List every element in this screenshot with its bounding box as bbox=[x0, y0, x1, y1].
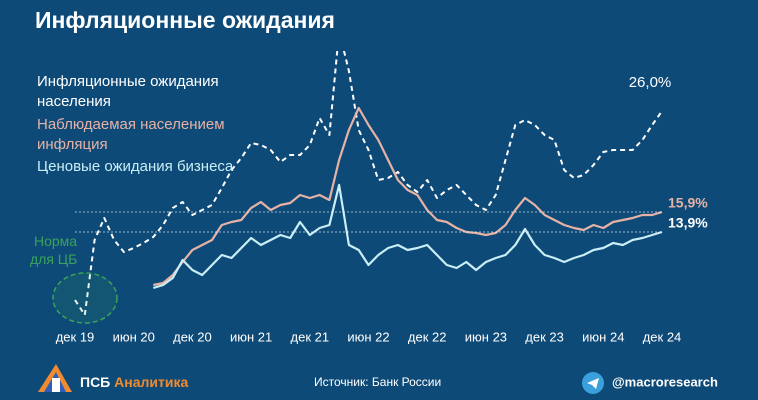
x-tick-label: дек 22 bbox=[408, 329, 447, 344]
brand-suffix: Аналитика bbox=[114, 374, 188, 390]
x-tick-label: дек 20 bbox=[173, 329, 212, 344]
legend-entry: Ценовые ожидания бизнеса bbox=[37, 158, 234, 175]
annotation-line: для ЦБ bbox=[30, 251, 77, 267]
x-tick-label: июн 24 bbox=[582, 329, 624, 344]
annotation: Норма для ЦБ bbox=[30, 233, 77, 267]
x-tick-label: дек 19 bbox=[56, 329, 95, 344]
target-ellipse bbox=[52, 272, 118, 324]
value-label: 15,9% bbox=[668, 195, 708, 211]
legend-entry: Наблюдаемая населением инфляция bbox=[37, 116, 225, 153]
logo bbox=[38, 364, 72, 392]
x-tick-label: июн 20 bbox=[113, 329, 155, 344]
x-tick-label: июн 22 bbox=[347, 329, 389, 344]
telegram-plane bbox=[587, 378, 599, 389]
value-label: 13,9% bbox=[668, 215, 708, 231]
legend-entry: Инфляционные ожидания населения bbox=[37, 73, 219, 110]
brand-name: ПСБ bbox=[80, 374, 110, 390]
x-tick-label: дек 23 bbox=[525, 329, 564, 344]
brand: ПСБ Аналитика bbox=[80, 374, 188, 390]
plot-area bbox=[74, 51, 663, 316]
x-tick-label: июн 23 bbox=[465, 329, 507, 344]
x-tick-label: дек 24 bbox=[643, 329, 682, 344]
chart-title: Инфляционные ожидания bbox=[35, 7, 335, 33]
source: Источник: Банк России bbox=[314, 375, 441, 389]
value-label: 26,0% bbox=[629, 74, 672, 91]
x-tick-label: дек 21 bbox=[291, 329, 330, 344]
series-line bbox=[74, 51, 663, 316]
series-line bbox=[153, 106, 663, 287]
series-line bbox=[152, 183, 663, 290]
x-tick-label: июн 21 bbox=[230, 329, 272, 344]
annotation-line: Норма bbox=[34, 233, 77, 249]
channel: @macroresearch bbox=[612, 374, 718, 389]
